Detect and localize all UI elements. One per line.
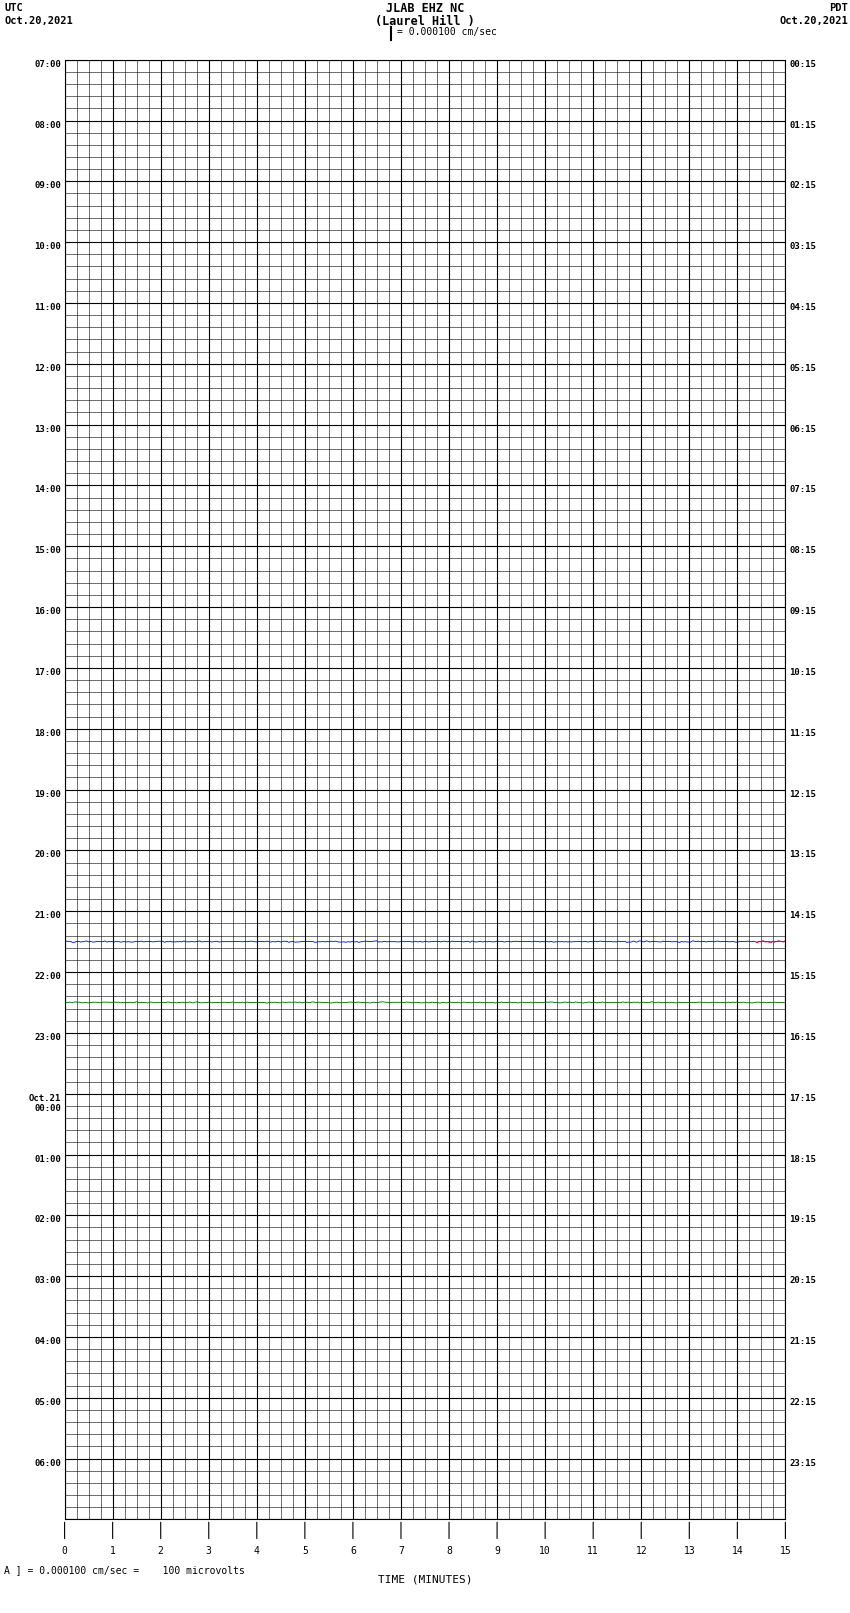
Text: JLAB EHZ NC: JLAB EHZ NC: [386, 2, 464, 15]
Text: 09:15: 09:15: [789, 606, 816, 616]
Text: 05:00: 05:00: [34, 1398, 61, 1407]
Text: 17:00: 17:00: [34, 668, 61, 677]
Text: 13: 13: [683, 1545, 695, 1555]
Text: 12: 12: [635, 1545, 647, 1555]
Text: 19:00: 19:00: [34, 790, 61, 798]
Text: 0: 0: [62, 1545, 67, 1555]
Text: 13:15: 13:15: [789, 850, 816, 860]
Text: 13:00: 13:00: [34, 424, 61, 434]
Text: 01:15: 01:15: [789, 121, 816, 129]
Text: 20:15: 20:15: [789, 1276, 816, 1286]
Text: 19:15: 19:15: [789, 1215, 816, 1224]
Text: Oct.20,2021: Oct.20,2021: [4, 16, 73, 26]
Text: TIME (MINUTES): TIME (MINUTES): [377, 1574, 473, 1586]
Text: 15:15: 15:15: [789, 973, 816, 981]
Text: 06:00: 06:00: [34, 1458, 61, 1468]
Text: 3: 3: [206, 1545, 212, 1555]
Text: 08:00: 08:00: [34, 121, 61, 129]
Text: 08:15: 08:15: [789, 547, 816, 555]
Text: 03:00: 03:00: [34, 1276, 61, 1286]
Text: 8: 8: [446, 1545, 452, 1555]
Text: 17:15: 17:15: [789, 1094, 816, 1103]
Text: Oct.20,2021: Oct.20,2021: [779, 16, 848, 26]
Text: 5: 5: [302, 1545, 308, 1555]
Text: 14: 14: [732, 1545, 743, 1555]
Text: 10:15: 10:15: [789, 668, 816, 677]
Text: 11:15: 11:15: [789, 729, 816, 737]
Text: 23:00: 23:00: [34, 1032, 61, 1042]
Text: 00:15: 00:15: [789, 60, 816, 69]
Text: 14:15: 14:15: [789, 911, 816, 919]
Text: 07:15: 07:15: [789, 486, 816, 495]
Text: 1: 1: [110, 1545, 116, 1555]
Text: 16:00: 16:00: [34, 606, 61, 616]
Text: PDT: PDT: [830, 3, 848, 13]
Text: 04:15: 04:15: [789, 303, 816, 311]
Text: 11:00: 11:00: [34, 303, 61, 311]
Text: 07:00: 07:00: [34, 60, 61, 69]
Text: 04:00: 04:00: [34, 1337, 61, 1345]
Text: 12:15: 12:15: [789, 790, 816, 798]
Text: 11: 11: [587, 1545, 599, 1555]
Text: (Laurel Hill ): (Laurel Hill ): [375, 15, 475, 27]
Text: A ] = 0.000100 cm/sec =    100 microvolts: A ] = 0.000100 cm/sec = 100 microvolts: [4, 1565, 245, 1574]
Text: = 0.000100 cm/sec: = 0.000100 cm/sec: [397, 27, 496, 37]
Text: 15:00: 15:00: [34, 547, 61, 555]
Text: 22:15: 22:15: [789, 1398, 816, 1407]
Text: 21:15: 21:15: [789, 1337, 816, 1345]
Text: 10: 10: [539, 1545, 551, 1555]
Text: 02:15: 02:15: [789, 181, 816, 190]
Text: 02:00: 02:00: [34, 1215, 61, 1224]
Text: 6: 6: [350, 1545, 356, 1555]
Text: 15: 15: [779, 1545, 791, 1555]
Text: 18:00: 18:00: [34, 729, 61, 737]
Text: UTC: UTC: [4, 3, 23, 13]
Text: Oct.21
00:00: Oct.21 00:00: [29, 1094, 61, 1113]
Text: 7: 7: [398, 1545, 404, 1555]
Text: 16:15: 16:15: [789, 1032, 816, 1042]
Text: 4: 4: [254, 1545, 260, 1555]
Text: 21:00: 21:00: [34, 911, 61, 919]
Text: 2: 2: [158, 1545, 164, 1555]
Text: 06:15: 06:15: [789, 424, 816, 434]
Text: 18:15: 18:15: [789, 1155, 816, 1163]
Text: 10:00: 10:00: [34, 242, 61, 252]
Text: 20:00: 20:00: [34, 850, 61, 860]
Text: 12:00: 12:00: [34, 365, 61, 373]
Text: 22:00: 22:00: [34, 973, 61, 981]
Text: 9: 9: [494, 1545, 500, 1555]
Text: 05:15: 05:15: [789, 365, 816, 373]
Text: 03:15: 03:15: [789, 242, 816, 252]
Text: 23:15: 23:15: [789, 1458, 816, 1468]
Text: 01:00: 01:00: [34, 1155, 61, 1163]
Text: 14:00: 14:00: [34, 486, 61, 495]
Text: 09:00: 09:00: [34, 181, 61, 190]
